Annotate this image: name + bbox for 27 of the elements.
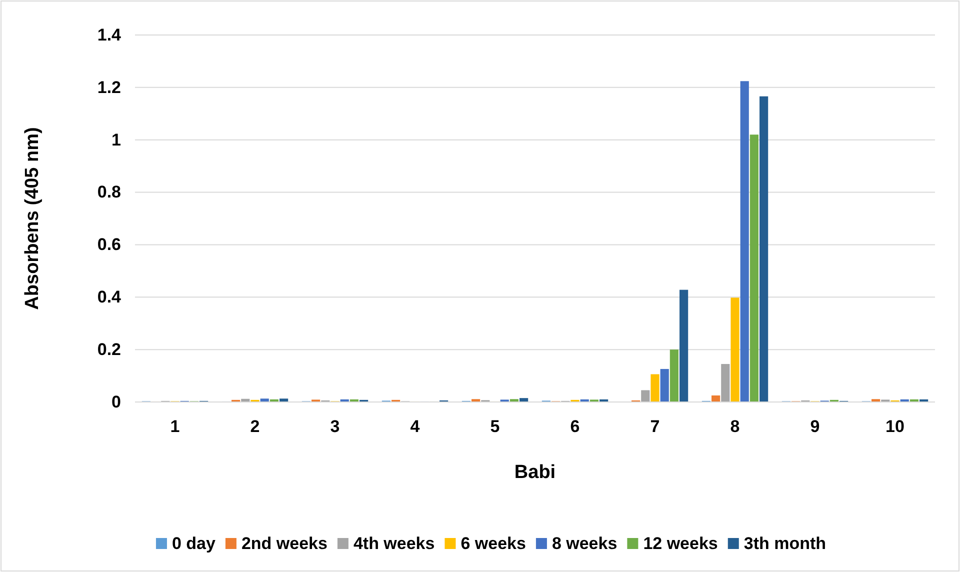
x-tick-label: 5 xyxy=(490,417,500,436)
x-tick-label: 10 xyxy=(886,417,904,436)
x-tick-label: 8 xyxy=(730,417,740,436)
legend-label: 12 weeks xyxy=(643,534,718,553)
y-tick-label: 0 xyxy=(112,392,121,412)
x-tick-label: 6 xyxy=(570,417,580,436)
x-tick-label: 9 xyxy=(810,417,820,436)
y-tick-label: 1 xyxy=(112,130,121,150)
legend-label: 4th weeks xyxy=(353,534,435,553)
y-tick-label: 1.4 xyxy=(97,25,122,44)
y-tick-label: 0.6 xyxy=(97,235,121,254)
legend-label: 8 weeks xyxy=(552,534,618,553)
legend-label: 2nd weeks xyxy=(241,534,328,553)
x-tick-label: 7 xyxy=(650,417,660,436)
y-tick-label: 0.8 xyxy=(97,182,121,202)
x-axis-title: Babi xyxy=(514,462,556,483)
x-tick-label: 2 xyxy=(250,417,260,436)
x-tick-label: 3 xyxy=(330,417,340,436)
legend-label: 6 weeks xyxy=(460,534,526,553)
legend-label: 3th month xyxy=(744,534,826,553)
x-tick-label: 1 xyxy=(170,417,180,436)
x-tick-label: 4 xyxy=(410,417,420,436)
y-axis-title: Absorbens (405 nm) xyxy=(22,127,43,310)
legend-label: 0 day xyxy=(172,534,216,553)
y-tick-label: 0.4 xyxy=(97,288,122,307)
y-tick-label: 0.2 xyxy=(97,340,121,360)
y-tick-label: 1.2 xyxy=(97,78,121,97)
